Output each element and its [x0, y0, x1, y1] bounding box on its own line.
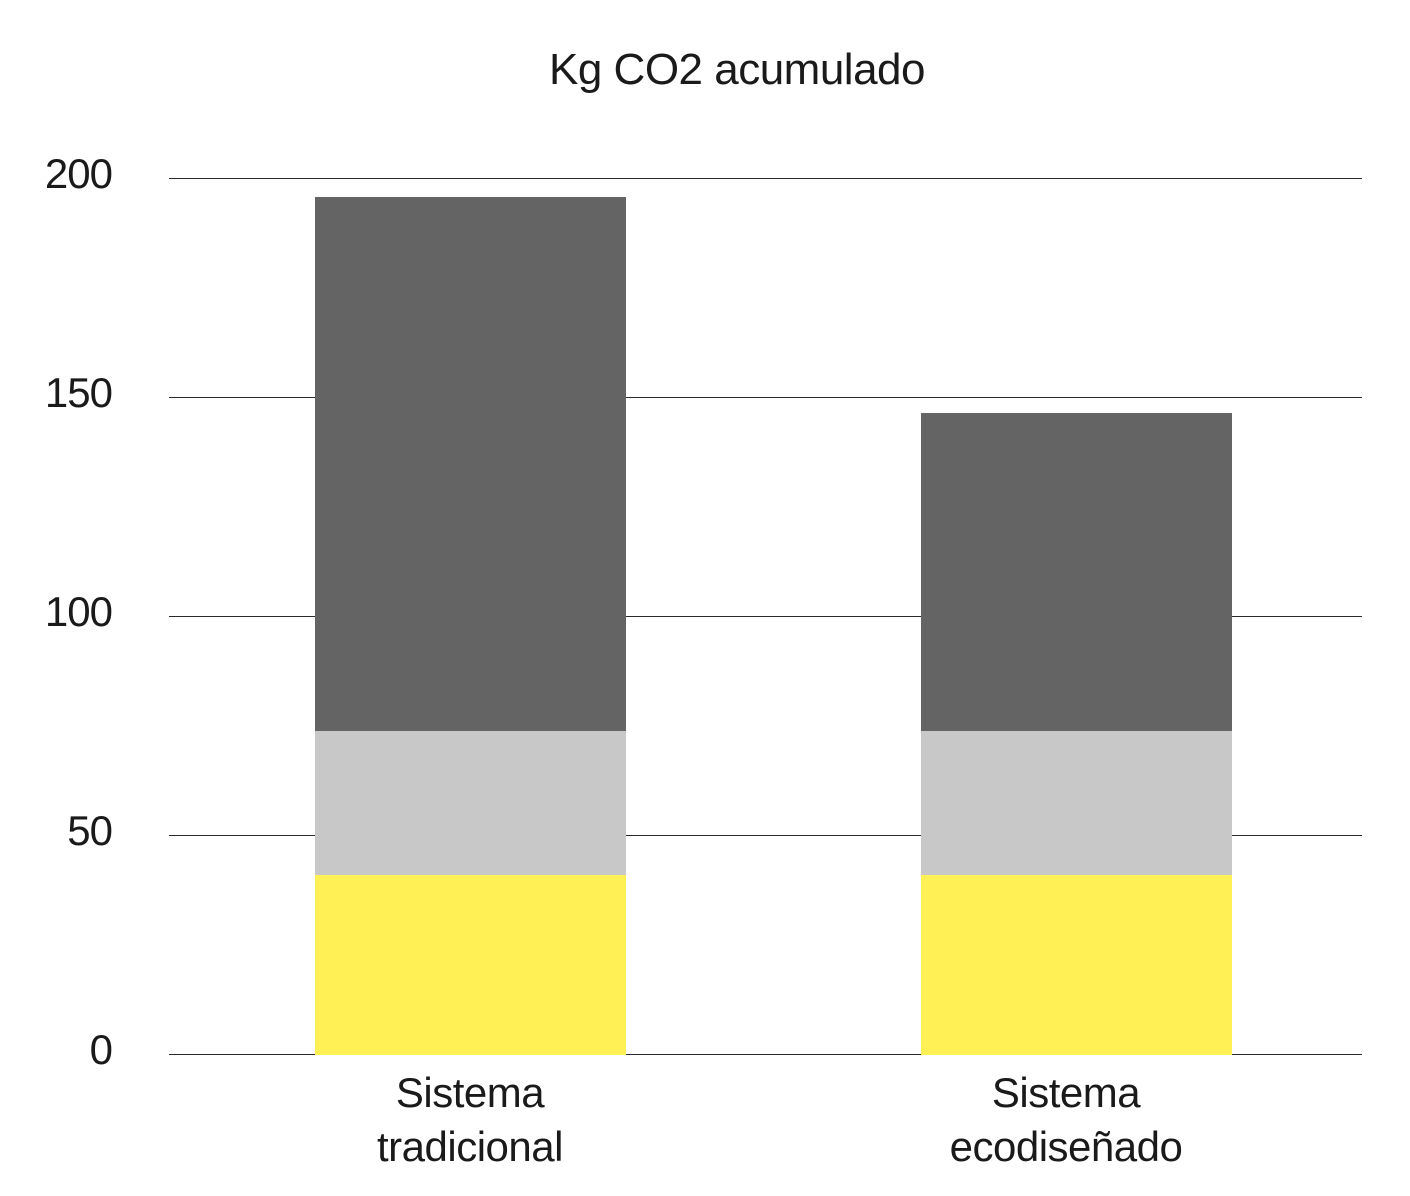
- bar-segment-0: [315, 875, 626, 1055]
- bar-segment-0: [921, 875, 1232, 1055]
- gridline-200: [169, 178, 1362, 180]
- bar-segment-2: [315, 196, 626, 731]
- x-label-ecodesigned: Sistema ecodiseñado: [856, 1066, 1276, 1174]
- x-label-line2: ecodiseñado: [949, 1123, 1183, 1170]
- y-tick-label: 50: [67, 807, 113, 854]
- bar-segment-1: [315, 730, 626, 876]
- bar-segment-1: [921, 730, 1232, 876]
- gridline-0: [169, 1054, 1362, 1056]
- bar-ecodesigned: [921, 413, 1232, 1055]
- x-label-line1: Sistema: [991, 1069, 1141, 1116]
- y-tick-label: 0: [89, 1026, 113, 1073]
- x-label-line1: Sistema: [395, 1069, 545, 1116]
- chart-title: Kg CO2 acumulado: [549, 45, 926, 94]
- y-tick-label: 150: [44, 369, 113, 416]
- gridline-100: [169, 616, 1362, 618]
- bar-segment-2: [921, 413, 1232, 731]
- y-tick-label: 200: [44, 150, 113, 197]
- gridline-150: [169, 397, 1362, 399]
- gridline-50: [169, 835, 1362, 837]
- bar-traditional: [315, 196, 626, 1055]
- x-label-traditional: Sistema tradicional: [260, 1066, 680, 1174]
- x-label-line2: tradicional: [377, 1123, 563, 1170]
- y-tick-label: 100: [44, 588, 113, 635]
